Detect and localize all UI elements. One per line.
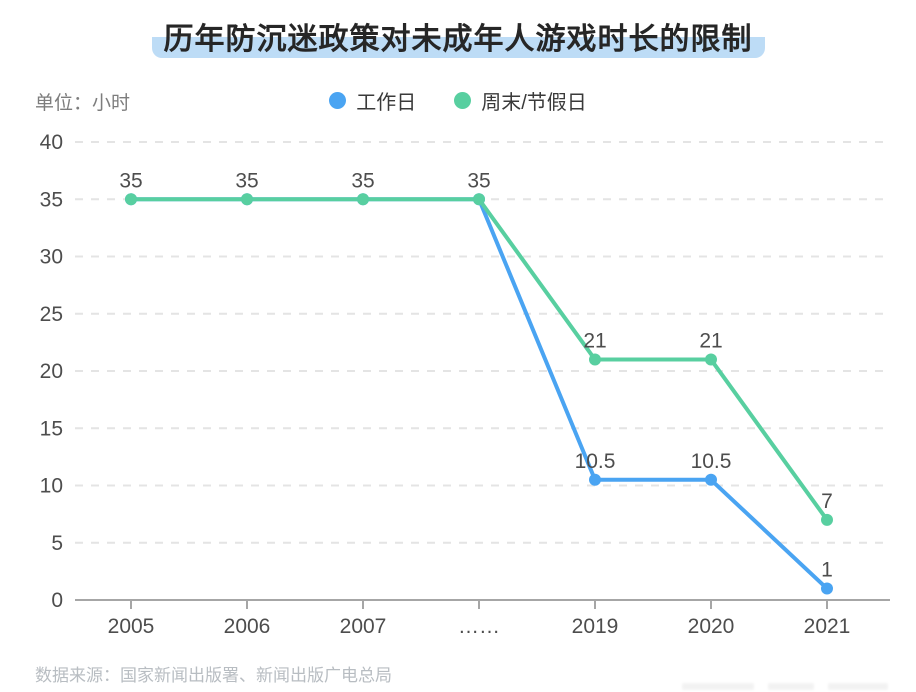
legend-dot-icon [454,91,472,109]
y-tick-label: 20 [40,360,63,383]
x-tick-label: 2006 [224,615,271,638]
data-label: 1 [821,559,833,582]
data-label: 7 [821,490,833,513]
data-point [821,582,833,595]
x-tick-label: 2005 [108,615,155,638]
data-point [821,513,833,526]
data-label: 35 [235,169,258,192]
data-point [589,473,601,486]
page-title: 历年防沉迷政策对未成年人游戏时长的限制 [151,14,765,58]
data-label: 35 [467,169,490,192]
data-point [589,353,601,366]
x-tick-label: 2021 [804,615,851,638]
legend-label: 周末/节假日 [481,91,587,114]
legend: 工作日 周末/节假日 [0,84,916,116]
data-point [705,353,717,366]
legend-label: 工作日 [356,91,417,114]
data-label: 10.5 [575,450,616,473]
y-tick-label: 25 [40,303,63,326]
data-label: 21 [583,330,606,353]
data-point [473,193,485,206]
y-tick-label: 10 [40,475,63,498]
watermark [682,683,888,690]
data-label: 21 [699,330,722,353]
chart-svg: 0 5 10 15 20 25 30 35 40 2005 2006 2007 …… 2019 2020 20… [40,131,890,638]
series-line [129,197,829,591]
x-tick-label: 2019 [572,615,619,638]
y-tick-label: 0 [51,589,63,612]
chart-title-row: 历年防沉迷政策对未成年人游戏时长的限制 [0,14,916,58]
legend-item-0: 工作日 [329,86,416,115]
y-tick-label: 40 [40,131,63,154]
y-tick-label: 35 [40,188,63,211]
data-point [125,193,137,206]
data-label: 35 [119,169,142,192]
data-point [705,473,717,486]
y-tick-label: 5 [51,532,63,555]
legend-item-1: 周末/节假日 [454,86,587,115]
y-tick-label: 30 [40,246,63,269]
source-text: 数据来源：国家新闻出版署、新闻出版广电总局 [35,666,392,685]
x-tick-label: …… [458,615,500,638]
data-point [357,193,369,206]
data-label: 35 [351,169,374,192]
unit-label: 单位：小时 [35,93,131,114]
data-label: 10.5 [691,450,732,473]
legend-dot-icon [329,91,347,109]
y-tick-label: 15 [40,417,63,440]
x-tick-label: 2020 [688,615,735,638]
meta-row: 单位：小时 工作日 周末/节假日 [0,84,916,116]
x-tick-label: 2007 [340,615,387,638]
data-point [241,193,253,206]
